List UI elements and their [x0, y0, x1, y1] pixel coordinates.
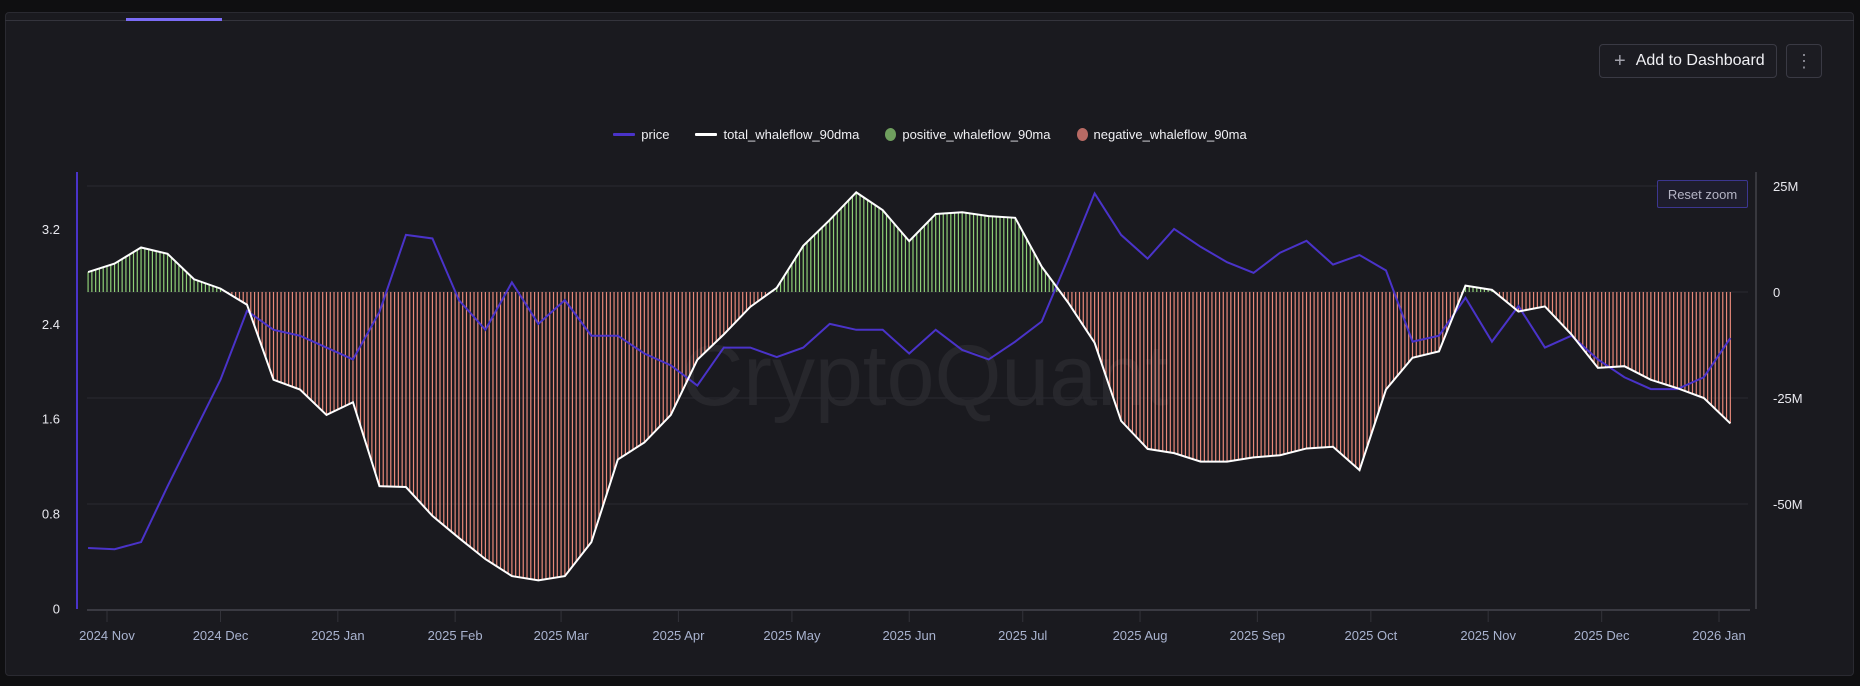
- left-axis-tick-label: 2.4: [42, 317, 60, 332]
- legend-item-positive[interactable]: positive_whaleflow_90ma: [885, 127, 1051, 142]
- right-axis-tick-label: 0: [1773, 285, 1780, 300]
- legend-dot-icon: [1076, 128, 1088, 141]
- legend-item-total[interactable]: total_whaleflow_90dma: [695, 127, 859, 142]
- left-axis-tick-label: 3.2: [42, 222, 60, 237]
- kebab-vertical-icon: ⋮: [1795, 50, 1813, 71]
- x-axis-tick-label: 2025 Apr: [652, 628, 705, 643]
- legend-line-icon: [695, 133, 718, 136]
- x-axis-tick-label: 2025 Aug: [1113, 628, 1168, 643]
- reset-zoom-button[interactable]: Reset zoom: [1657, 180, 1748, 208]
- x-axis-tick-label: 2024 Nov: [79, 628, 135, 643]
- legend-label: total_whaleflow_90dma: [723, 127, 860, 142]
- right-axis-tick-label: -25M: [1773, 391, 1803, 406]
- add-to-dashboard-label: Add to Dashboard: [1635, 52, 1765, 69]
- chart-legend: price total_whaleflow_90dma positive_wha…: [0, 127, 1860, 142]
- tab-bar-divider: [5, 20, 1854, 21]
- legend-item-negative[interactable]: negative_whaleflow_90ma: [1076, 127, 1247, 142]
- legend-dot-icon: [885, 128, 897, 141]
- plus-icon: +: [1614, 49, 1626, 72]
- x-axis-tick-label: 2025 Oct: [1344, 628, 1397, 643]
- legend-label: negative_whaleflow_90ma: [1093, 127, 1247, 142]
- x-axis-tick-label: 2025 Nov: [1460, 628, 1516, 643]
- x-axis-tick-label: 2025 Dec: [1574, 628, 1630, 643]
- legend-label: price: [641, 127, 670, 142]
- x-axis-tick-label: 2025 Feb: [428, 628, 483, 643]
- right-axis-tick-label: 25M: [1773, 179, 1798, 194]
- left-axis-tick-label: 0.8: [42, 507, 60, 522]
- active-tab-indicator[interactable]: [126, 18, 222, 21]
- add-to-dashboard-button[interactable]: + Add to Dashboard: [1599, 44, 1777, 78]
- legend-item-price[interactable]: price: [613, 127, 669, 142]
- x-axis-tick-label: 2026 Jan: [1692, 628, 1746, 643]
- left-axis-tick-label: 0: [53, 602, 60, 617]
- watermark: CryptoQuant: [681, 328, 1169, 424]
- x-axis-tick-label: 2025 Mar: [534, 628, 590, 643]
- right-axis-tick-label: -50M: [1773, 497, 1803, 512]
- x-axis-tick-label: 2025 Jun: [882, 628, 936, 643]
- x-axis-tick-label: 2025 Jan: [311, 628, 365, 643]
- chart-panel: [5, 12, 1854, 676]
- x-axis-tick-label: 2024 Dec: [193, 628, 249, 643]
- legend-label: positive_whaleflow_90ma: [902, 127, 1051, 142]
- x-axis-tick-label: 2025 Jul: [998, 628, 1047, 643]
- x-axis-tick-label: 2025 May: [763, 628, 821, 643]
- x-axis-tick-label: 2025 Sep: [1230, 628, 1286, 643]
- legend-line-icon: [613, 133, 636, 136]
- left-axis-tick-label: 1.6: [42, 412, 60, 427]
- more-options-button[interactable]: ⋮: [1786, 44, 1822, 78]
